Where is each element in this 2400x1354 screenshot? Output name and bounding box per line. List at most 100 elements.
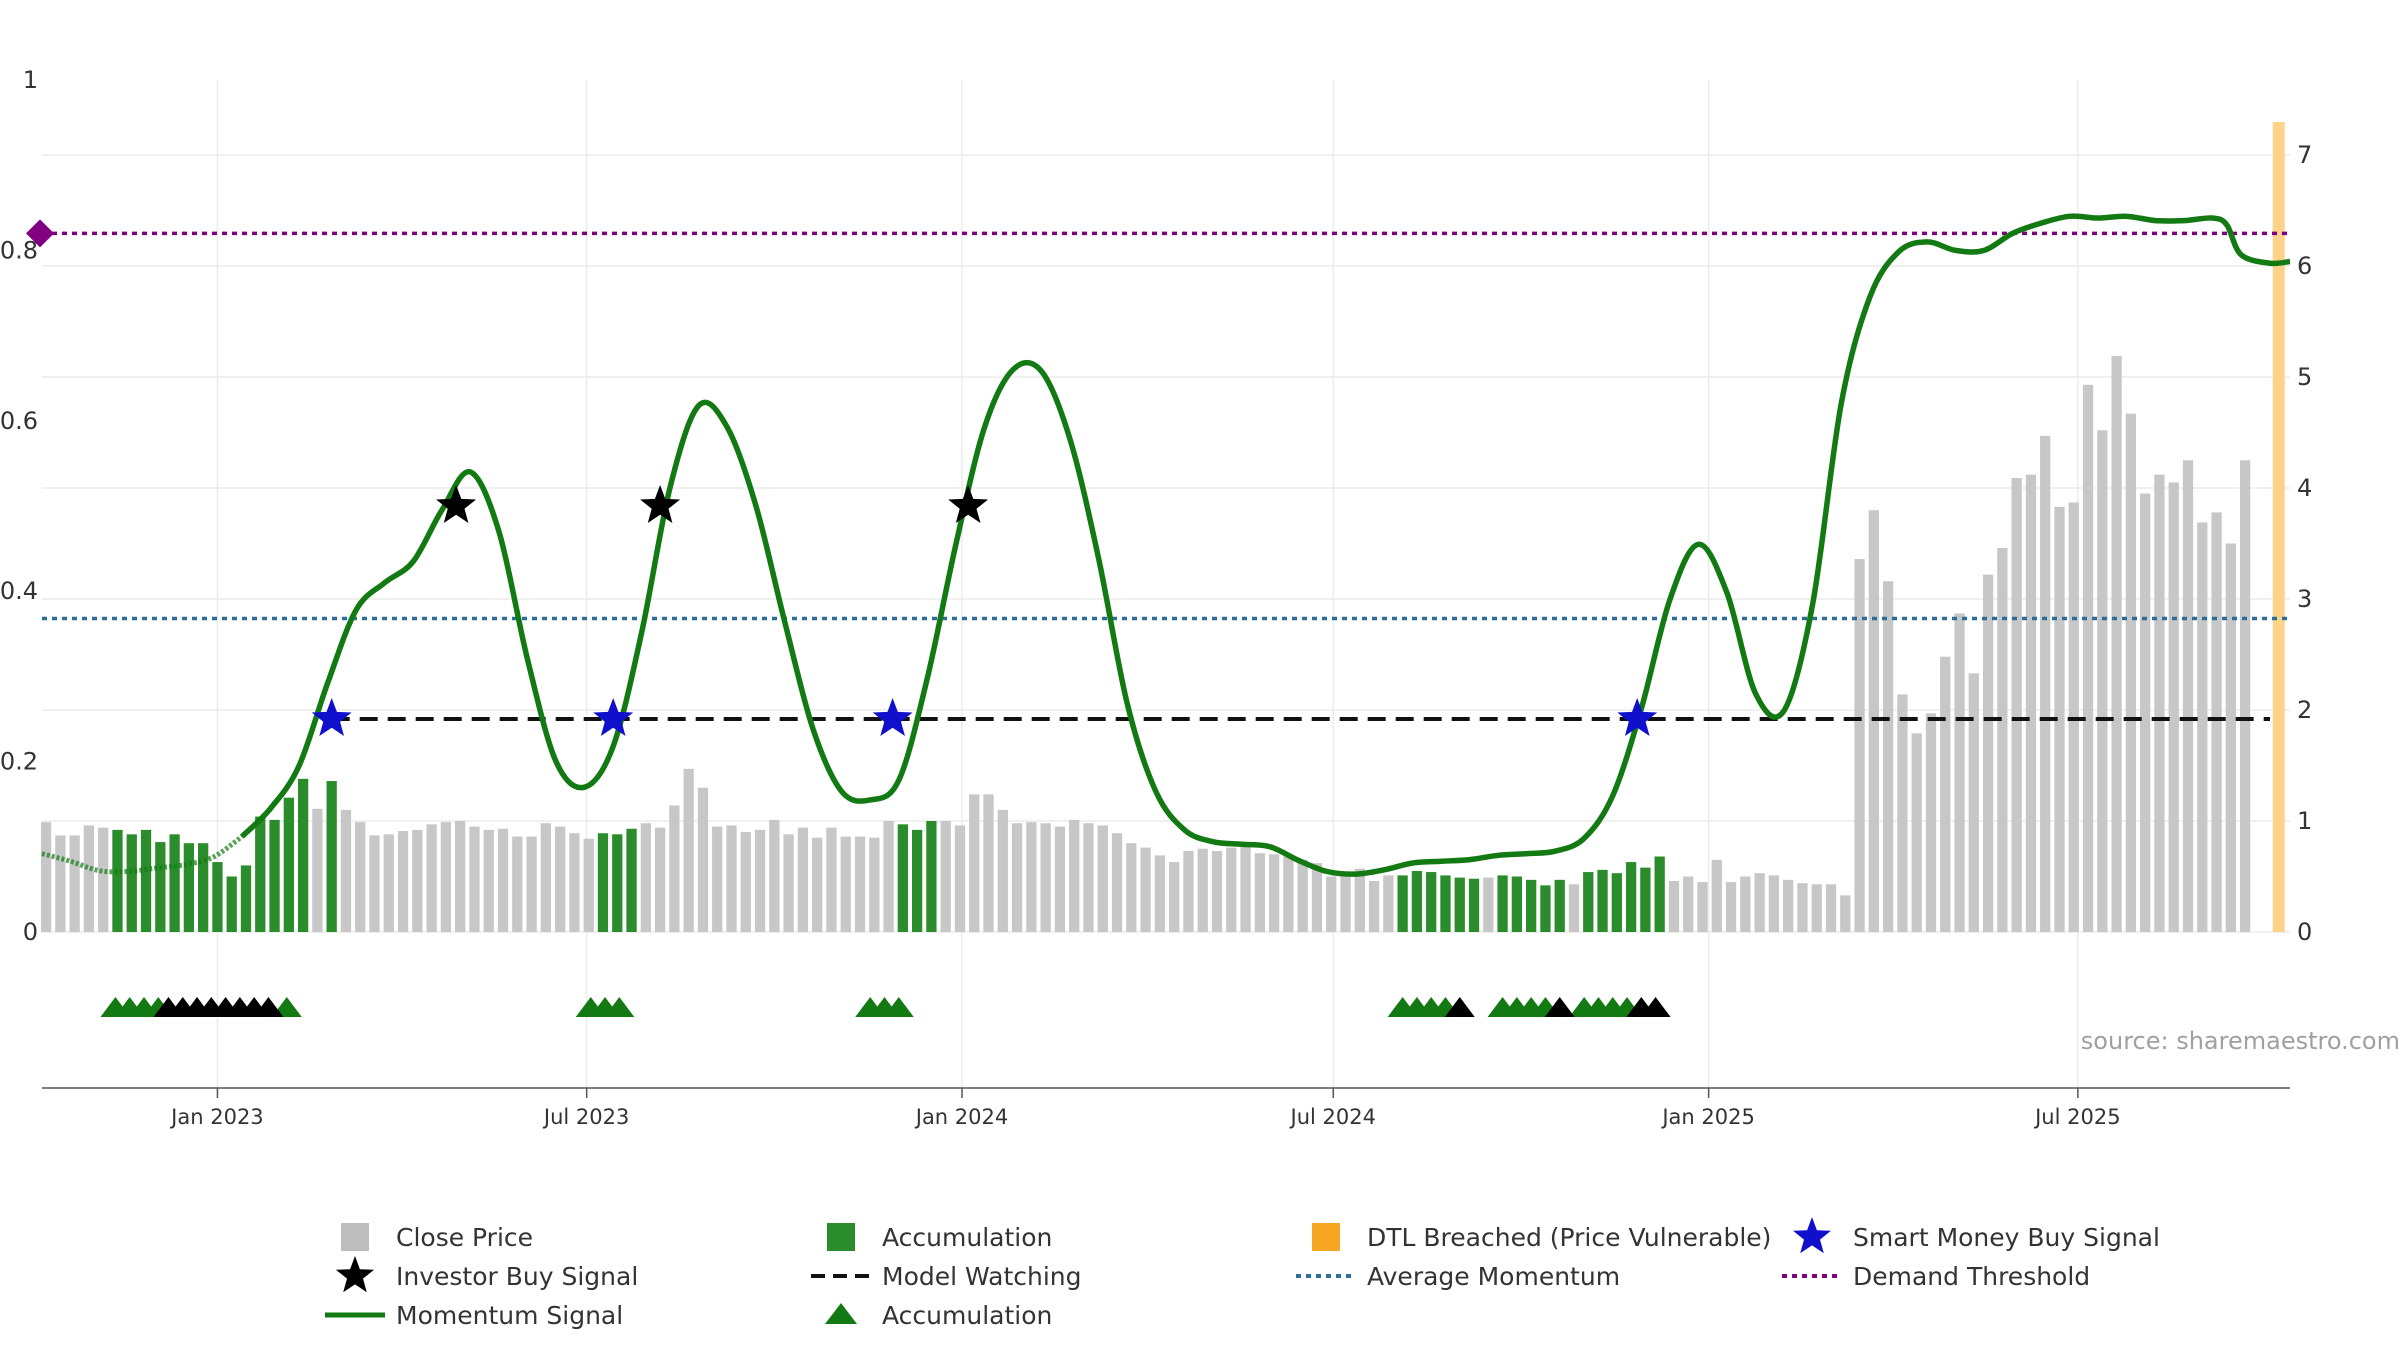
close-price-bar xyxy=(1982,574,1994,932)
accumulation-bar xyxy=(1640,867,1651,932)
close-price-bar xyxy=(383,834,394,932)
close-price-bar xyxy=(712,826,723,932)
close-price-bar xyxy=(2140,493,2151,932)
source-text: source: sharemaestro.com xyxy=(2081,1027,2400,1055)
close-price-bar xyxy=(854,836,866,932)
close-price-bar xyxy=(1740,876,1751,932)
close-price-bar xyxy=(997,809,1008,932)
close-price-bar xyxy=(2168,482,2179,932)
close-price-bar xyxy=(1354,868,1365,932)
close-price-bar xyxy=(1711,859,1722,932)
legend-item: Smart Money Buy Signal xyxy=(1793,1217,2160,1254)
legend-item: Investor Buy Signal xyxy=(336,1256,638,1293)
close-price-bar xyxy=(1754,873,1765,932)
accumulation-triangle-dark xyxy=(1640,997,1671,1017)
accumulation-bar xyxy=(1426,872,1437,932)
close-price-bar xyxy=(683,768,694,932)
legend-item: Average Momentum xyxy=(1296,1262,1620,1291)
smart-money-buy-star xyxy=(593,698,634,736)
left-tick-label: 0.6 xyxy=(0,407,38,435)
close-price-bar xyxy=(1483,877,1494,932)
close-price-bar xyxy=(1240,843,1251,932)
accumulation-bar xyxy=(112,829,123,932)
close-price-bar xyxy=(2125,413,2137,932)
close-price-bar xyxy=(40,822,52,932)
investor-buy-star xyxy=(640,485,681,523)
left-tick-label: 1 xyxy=(23,66,38,94)
close-price-bar xyxy=(1940,656,1951,932)
close-price-bar xyxy=(1011,823,1023,932)
close-price-bar xyxy=(583,838,594,932)
close-price-bar xyxy=(98,827,109,932)
close-price-bar xyxy=(55,835,66,932)
close-price-bar xyxy=(426,824,437,932)
close-price-bar xyxy=(1954,613,1965,932)
close-price-bar xyxy=(555,826,566,932)
close-price-bar xyxy=(69,835,80,932)
x-tick-label: Jan 2024 xyxy=(914,1105,1009,1129)
legend-item: Model Watching xyxy=(811,1262,1082,1291)
accumulation-bar xyxy=(1625,862,1637,932)
right-tick-label: 4 xyxy=(2297,474,2312,502)
close-price-bar xyxy=(1283,856,1294,932)
legend-star-icon xyxy=(336,1256,374,1293)
accumulation-bar xyxy=(1597,869,1608,932)
close-price-bar xyxy=(569,833,580,932)
close-price-bar xyxy=(1326,876,1337,932)
close-price-bar xyxy=(2111,355,2122,932)
left-tick-label: 0.4 xyxy=(0,577,38,605)
close-price-bar xyxy=(1154,855,1166,932)
accumulation-bar xyxy=(1654,856,1665,932)
close-price-bar xyxy=(469,826,480,932)
accumulation-bar xyxy=(240,865,252,932)
smart-money-buy-star xyxy=(872,698,913,736)
accumulation-bar xyxy=(626,828,637,932)
close-price-bar xyxy=(797,827,809,932)
accumulation-triangle xyxy=(883,997,914,1017)
close-price-bar xyxy=(1668,880,1680,932)
close-price-bar xyxy=(826,827,837,932)
close-price-bar xyxy=(1768,875,1780,932)
close-price-bar xyxy=(1083,823,1094,932)
close-price-bar xyxy=(1026,822,1037,932)
legend-swatch xyxy=(1312,1223,1340,1251)
accumulation-bar xyxy=(126,834,137,932)
smart-money-buy-star xyxy=(1617,698,1658,736)
legend: Close Price Accumulation DTL Breached (Pri… xyxy=(325,1217,2160,1330)
close-price-bar xyxy=(1683,876,1694,932)
right-tick-label: 3 xyxy=(2297,585,2312,613)
accumulation-bar xyxy=(911,829,923,932)
close-price-bar xyxy=(1340,873,1351,932)
x-tick-label: Jul 2023 xyxy=(542,1105,629,1129)
investor-buy-star xyxy=(436,485,477,523)
close-price-bar xyxy=(526,836,537,932)
left-tick-label: 0 xyxy=(23,918,38,946)
accumulation-bar xyxy=(183,843,195,932)
close-price-bar xyxy=(1368,880,1380,932)
close-price-bar xyxy=(2097,430,2108,932)
accumulation-bar xyxy=(1440,875,1451,932)
accumulation-bar xyxy=(269,819,280,932)
legend-label: Accumulation xyxy=(882,1301,1052,1330)
close-price-bar xyxy=(640,823,651,932)
legend-swatch xyxy=(827,1223,855,1251)
close-price-bar xyxy=(2082,384,2094,932)
close-price-bar xyxy=(497,828,509,932)
close-price-bar xyxy=(1925,713,1937,932)
close-price-bar xyxy=(2239,460,2251,932)
close-price-bar xyxy=(1169,862,1180,932)
accumulation-triangle-dark xyxy=(1544,997,1575,1017)
close-price-bar xyxy=(1811,884,1822,932)
close-price-bar xyxy=(812,837,823,932)
close-price-bar xyxy=(2197,522,2208,932)
legend-swatch xyxy=(341,1223,369,1251)
accumulation-bar xyxy=(226,876,237,932)
legend-item: Accumulation xyxy=(827,1223,1052,1252)
accumulation-triangle xyxy=(604,997,635,1017)
close-price-bar xyxy=(1297,859,1308,932)
close-price-bar xyxy=(1054,826,1066,932)
accumulation-bar xyxy=(612,834,623,932)
accumulation-triangles xyxy=(100,997,1671,1017)
buy-signal-stars xyxy=(311,485,1658,736)
close-price-bar xyxy=(2154,474,2165,932)
